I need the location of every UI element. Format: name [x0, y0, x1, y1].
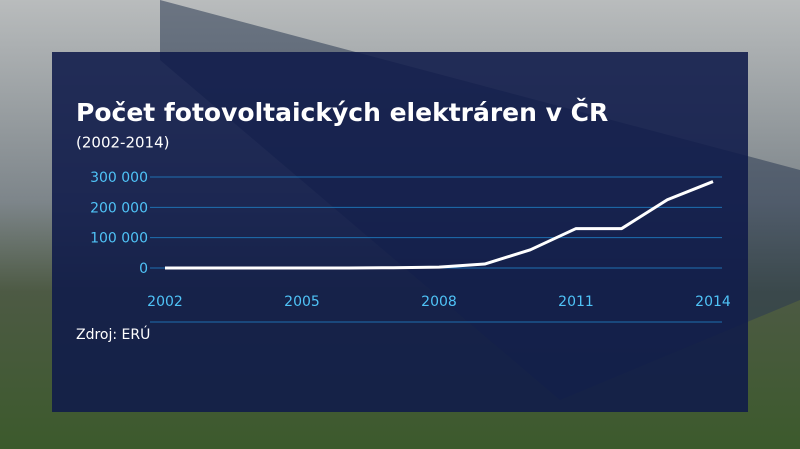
y-tick-label: 100 000 [90, 231, 148, 247]
y-tick-label: 200 000 [90, 200, 148, 216]
x-tick-label: 2011 [558, 294, 594, 310]
source: Zdroj: ERÚ [76, 325, 150, 343]
y-tick-label: 300 000 [90, 170, 148, 186]
chart-title: Počet fotovoltaických elektráren v ČR [76, 97, 608, 127]
chart-subtitle: (2002-2014) [76, 134, 169, 152]
x-tick-label: 2014 [695, 294, 731, 310]
data-line [165, 180, 714, 270]
y-tick-label: 0 [139, 261, 148, 277]
x-tick-label: 2008 [421, 294, 457, 310]
x-tick-label: 2002 [147, 294, 183, 310]
x-tick-label: 2005 [284, 294, 320, 310]
chart-panel [52, 52, 748, 412]
